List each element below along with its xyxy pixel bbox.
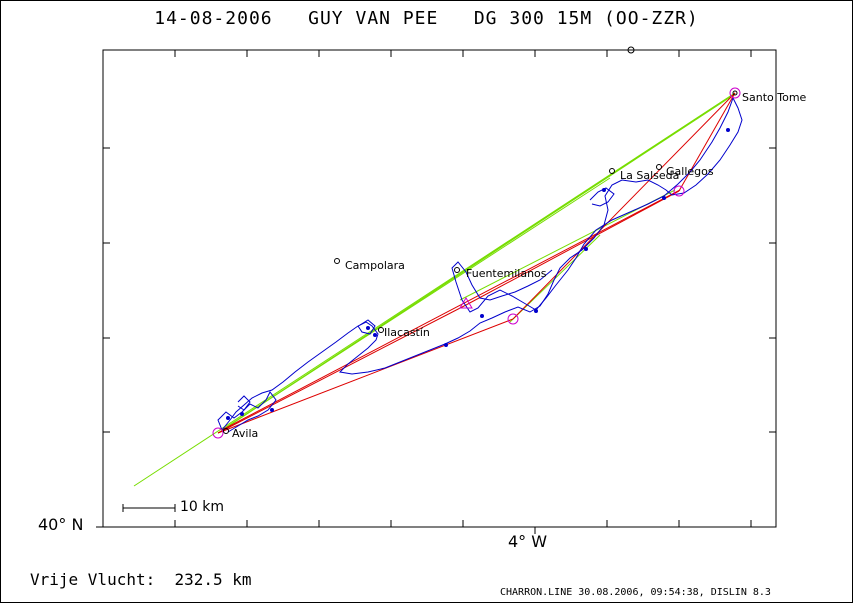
track-markers (226, 128, 730, 420)
marker-la-salseda (609, 168, 615, 174)
turnpoint-fuentemilanos (459, 297, 473, 309)
label-gallegos: Gallegos (666, 165, 714, 178)
label-ilacastin: Ilacastín (384, 326, 430, 339)
label-la-salseda: La Salseda (620, 169, 680, 182)
turnpoint-santo-tome (729, 87, 741, 99)
label-santo-tome: Santo Tome (742, 91, 807, 104)
label-fuentemilanos: Fuentemilanos (466, 267, 547, 280)
bottom-ticks (174, 520, 752, 534)
top-ticks (174, 50, 752, 57)
free-flight-lines (133, 92, 736, 487)
free-flight-distance: Vrije Vlucht: 232.5 km (30, 570, 252, 589)
marker-campolara (334, 258, 340, 264)
latitude-label: 40° N (38, 515, 84, 534)
turnpoint-avila (212, 427, 224, 439)
turnpoint-south (507, 313, 519, 325)
flight-title: 14-08-2006 GUY VAN PEE DG 300 15M (OO-ZZ… (154, 8, 699, 29)
marker-avila (223, 428, 229, 434)
footer-info: CHARRON.LINE 30.08.2006, 09:54:38, DISLI… (500, 587, 771, 598)
marker-fuentemilanos (454, 267, 460, 273)
turnpoint-gallegos (673, 185, 685, 197)
plot-frame (102, 49, 777, 528)
label-campolara: Campolara (345, 259, 405, 272)
left-ticks (96, 147, 110, 528)
right-ticks (769, 147, 776, 433)
marker-gallegos (656, 164, 662, 170)
label-avila: Avila (232, 427, 259, 440)
task-lines (217, 92, 736, 434)
glider-track (217, 97, 743, 433)
marker-santo-tome (732, 90, 738, 96)
longitude-label: 4° W (508, 532, 548, 551)
turnpoint-circles (212, 87, 741, 439)
scale-bar (122, 504, 176, 512)
place-markers (223, 46, 738, 434)
scale-label: 10 km (180, 499, 225, 515)
marker-top-edge (627, 46, 635, 54)
marker-ilacastin (378, 327, 384, 333)
